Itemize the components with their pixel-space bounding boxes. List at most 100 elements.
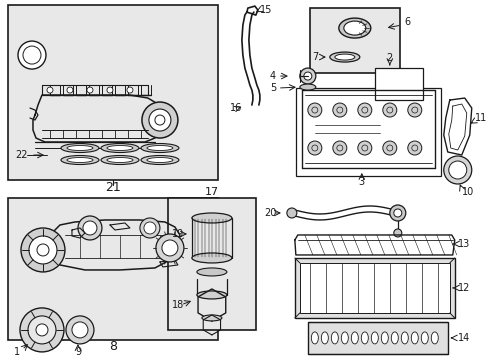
Text: 2: 2 [386, 53, 392, 63]
Text: 18: 18 [172, 300, 184, 310]
Circle shape [47, 87, 53, 93]
Text: 10: 10 [461, 187, 473, 197]
Ellipse shape [107, 145, 133, 150]
Circle shape [286, 208, 296, 218]
Text: 21: 21 [105, 181, 121, 194]
Bar [8, 198, 218, 340]
Text: 7: 7 [311, 52, 317, 62]
Ellipse shape [146, 158, 173, 162]
Bar [307, 322, 447, 354]
Circle shape [28, 316, 56, 344]
Ellipse shape [61, 144, 99, 153]
Ellipse shape [390, 332, 398, 344]
Bar [295, 88, 440, 176]
Circle shape [382, 103, 396, 117]
Circle shape [127, 87, 133, 93]
Bar [167, 198, 255, 330]
Ellipse shape [197, 291, 226, 299]
Ellipse shape [334, 54, 354, 60]
Ellipse shape [107, 158, 133, 162]
Ellipse shape [141, 156, 179, 165]
Text: 13: 13 [457, 239, 469, 249]
Ellipse shape [197, 268, 226, 276]
Ellipse shape [350, 332, 358, 344]
Ellipse shape [331, 332, 338, 344]
Circle shape [156, 234, 183, 262]
Text: 20: 20 [264, 208, 276, 218]
Circle shape [78, 216, 102, 240]
Text: 16: 16 [229, 103, 242, 113]
Ellipse shape [67, 158, 93, 162]
Text: 4: 4 [269, 71, 275, 81]
Circle shape [448, 161, 466, 179]
Bar [299, 263, 449, 313]
Ellipse shape [67, 145, 93, 150]
Circle shape [29, 236, 57, 264]
Ellipse shape [329, 52, 359, 62]
Ellipse shape [410, 332, 417, 344]
Circle shape [357, 141, 371, 155]
Circle shape [72, 322, 88, 338]
Ellipse shape [311, 332, 318, 344]
Ellipse shape [202, 315, 222, 321]
Circle shape [393, 209, 401, 217]
Bar [374, 68, 422, 100]
Circle shape [83, 221, 97, 235]
Ellipse shape [401, 332, 407, 344]
Circle shape [87, 87, 93, 93]
Circle shape [142, 102, 178, 138]
Text: 5: 5 [269, 83, 276, 93]
Text: 19: 19 [172, 229, 184, 239]
Text: 17: 17 [204, 187, 219, 197]
Text: 12: 12 [457, 283, 469, 293]
Circle shape [67, 87, 73, 93]
Circle shape [382, 141, 396, 155]
Circle shape [162, 240, 178, 256]
Text: 15: 15 [259, 5, 272, 15]
Ellipse shape [61, 156, 99, 165]
Circle shape [307, 103, 321, 117]
Ellipse shape [338, 18, 370, 38]
Ellipse shape [299, 84, 315, 90]
Circle shape [443, 156, 471, 184]
Ellipse shape [191, 213, 231, 223]
Text: 11: 11 [474, 113, 486, 123]
Circle shape [149, 109, 171, 131]
Ellipse shape [343, 21, 365, 35]
Text: 1: 1 [14, 347, 20, 357]
Ellipse shape [370, 332, 378, 344]
Bar [8, 5, 218, 180]
Bar [309, 8, 399, 73]
Circle shape [21, 228, 65, 272]
Ellipse shape [101, 156, 139, 165]
Text: 14: 14 [457, 333, 469, 343]
Ellipse shape [341, 332, 347, 344]
Circle shape [389, 205, 405, 221]
Circle shape [107, 87, 113, 93]
Ellipse shape [146, 145, 173, 150]
Circle shape [299, 68, 315, 84]
Ellipse shape [321, 332, 327, 344]
Ellipse shape [361, 332, 367, 344]
Bar [294, 258, 454, 318]
Circle shape [332, 103, 346, 117]
Circle shape [18, 41, 46, 69]
Ellipse shape [101, 144, 139, 153]
Circle shape [143, 222, 156, 234]
Circle shape [23, 46, 41, 64]
Ellipse shape [421, 332, 427, 344]
Circle shape [20, 308, 64, 352]
Circle shape [307, 141, 321, 155]
Circle shape [357, 103, 371, 117]
Circle shape [66, 316, 94, 344]
Text: 6: 6 [404, 17, 410, 27]
Text: 22: 22 [15, 150, 27, 160]
Circle shape [332, 141, 346, 155]
Circle shape [36, 324, 48, 336]
Circle shape [393, 229, 401, 237]
Text: 3: 3 [358, 177, 364, 187]
Circle shape [407, 141, 421, 155]
Ellipse shape [381, 332, 387, 344]
Ellipse shape [430, 332, 437, 344]
Circle shape [303, 72, 311, 80]
